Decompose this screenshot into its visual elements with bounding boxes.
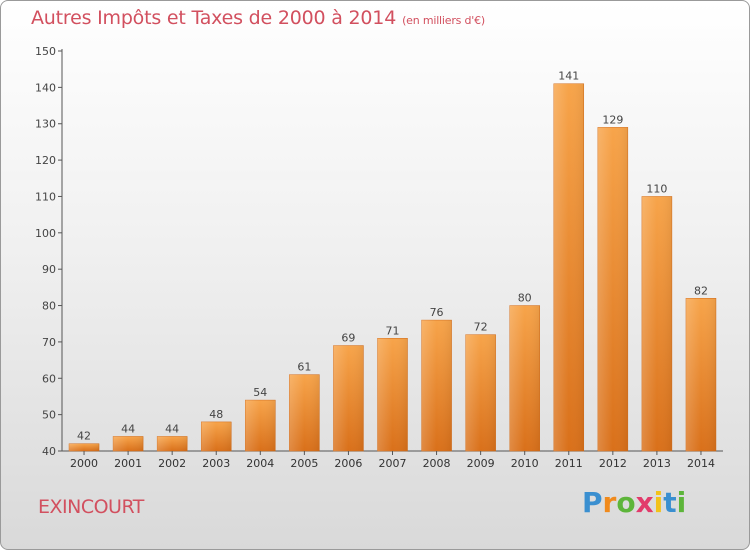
data-label: 80	[518, 292, 532, 305]
data-label: 110	[646, 182, 667, 195]
data-label: 82	[694, 284, 708, 297]
data-label: 61	[297, 361, 311, 374]
y-tick-label: 110	[35, 190, 56, 203]
y-tick-label: 140	[35, 81, 56, 94]
logo-letter: o	[616, 486, 636, 519]
data-label: 48	[209, 408, 223, 421]
data-label: 44	[121, 422, 135, 435]
x-tick-label: 2007	[379, 457, 407, 470]
data-label: 44	[165, 422, 179, 435]
y-tick-label: 150	[35, 45, 56, 58]
data-label: 54	[253, 386, 267, 399]
bar-shine	[465, 334, 496, 451]
x-tick-label: 2001	[114, 457, 142, 470]
bar-shine	[685, 298, 716, 451]
x-tick-label: 2011	[555, 457, 583, 470]
bar-shine	[553, 83, 584, 452]
commune-name: EXINCOURT	[38, 496, 144, 518]
x-tick-label: 2002	[158, 457, 186, 470]
x-tick-label: 2003	[202, 457, 230, 470]
y-tick-label: 80	[42, 300, 56, 313]
x-tick-label: 2010	[511, 457, 539, 470]
x-tick-label: 2004	[246, 457, 274, 470]
x-tick-label: 2000	[70, 457, 98, 470]
y-tick-label: 60	[42, 372, 56, 385]
x-tick-label: 2012	[599, 457, 627, 470]
data-label: 42	[77, 430, 91, 443]
x-tick-label: 2008	[423, 457, 451, 470]
data-label: 72	[474, 321, 488, 334]
bar-shine	[69, 443, 100, 451]
bar-shine	[289, 374, 320, 451]
y-tick-label: 50	[42, 409, 56, 422]
x-tick-label: 2009	[467, 457, 495, 470]
data-label: 76	[430, 306, 444, 319]
data-label: 71	[386, 324, 400, 337]
x-tick-label: 2013	[643, 457, 671, 470]
y-tick-label: 130	[35, 118, 56, 131]
x-tick-label: 2006	[334, 457, 362, 470]
y-tick-label: 90	[42, 263, 56, 276]
data-label: 129	[602, 113, 623, 126]
x-tick-label: 2005	[290, 457, 318, 470]
bar-shine	[113, 436, 144, 451]
y-tick-label: 70	[42, 336, 56, 349]
x-tick-label: 2014	[687, 457, 715, 470]
data-label: 141	[558, 70, 579, 83]
bar-shine	[421, 320, 452, 451]
bar-shine	[157, 436, 188, 451]
y-tick-label: 120	[35, 154, 56, 167]
bar-shine	[509, 305, 540, 451]
logo-letter: P	[582, 486, 603, 519]
bar-shine	[377, 338, 408, 451]
y-tick-label: 40	[42, 445, 56, 458]
bar-shine	[641, 196, 672, 451]
logo-letter: t	[663, 486, 677, 519]
proxiti-logo: Proxiti	[582, 486, 686, 519]
logo-letter: i	[653, 486, 664, 519]
y-tick-label: 100	[35, 227, 56, 240]
logo-letter: i	[676, 486, 687, 519]
chart-title: Autres Impôts et Taxes de 2000 à 2014 (en…	[31, 7, 485, 29]
bar-shine	[597, 127, 628, 451]
bar-shine	[245, 400, 276, 451]
bar-shine	[201, 421, 232, 451]
logo-letter: r	[602, 486, 617, 519]
logo-letter: x	[635, 486, 654, 519]
chart-title-main: Autres Impôts et Taxes de 2000 à 2014	[31, 7, 397, 29]
chart-title-unit: (en milliers d'€)	[402, 14, 485, 27]
bar-shine	[333, 345, 364, 451]
data-label: 69	[341, 332, 355, 345]
